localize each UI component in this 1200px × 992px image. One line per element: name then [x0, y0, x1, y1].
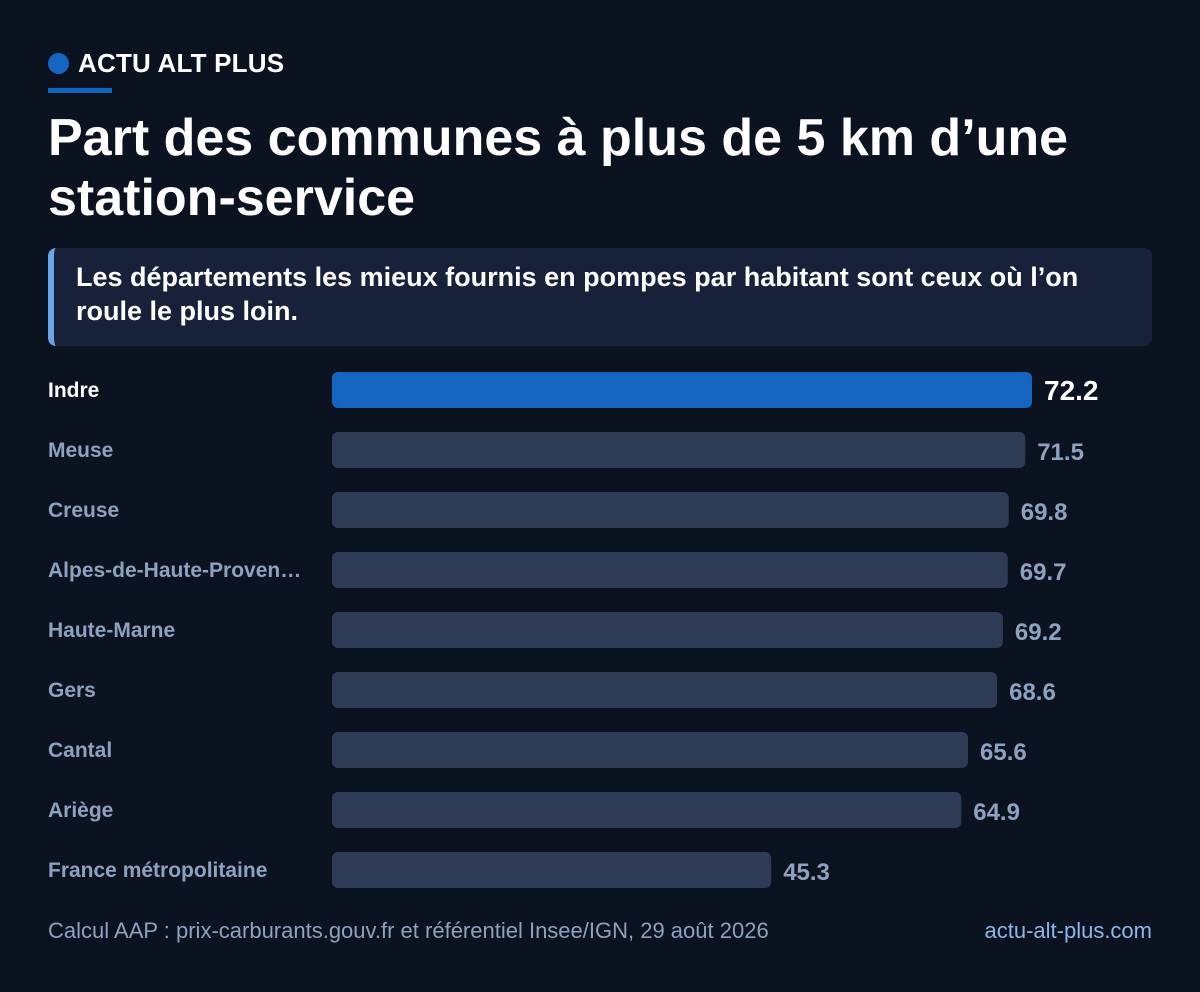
category-label: Alpes-de-Haute-Proven… [48, 559, 301, 582]
category-label: Haute-Marne [48, 619, 175, 642]
value-label: 65.6 [980, 739, 1027, 766]
value-label: 69.8 [1021, 499, 1068, 526]
category-label: Indre [48, 379, 99, 402]
value-label: 72.2 [1044, 375, 1099, 406]
subtitle-box: Les départements les mieux fournis en po… [48, 248, 1152, 346]
bar [332, 672, 998, 708]
bar [332, 852, 772, 888]
category-label: Gers [48, 679, 96, 702]
category-label: Creuse [48, 499, 119, 522]
footer-site-link[interactable]: actu-alt-plus.com [984, 918, 1152, 943]
footer-source: Calcul AAP : prix-carburants.gouv.fr et … [48, 918, 769, 943]
category-label: France métropolitaine [48, 859, 267, 882]
bar [332, 612, 1003, 648]
brand-name: ACTU ALT PLUS [78, 48, 285, 78]
brand-underline [48, 88, 112, 93]
subtitle: Les départements les mieux fournis en po… [76, 262, 1079, 326]
value-label: 64.9 [973, 799, 1020, 826]
category-label: Cantal [48, 739, 112, 762]
bar [332, 792, 962, 828]
value-label: 69.2 [1015, 619, 1062, 646]
brand-dot-icon [48, 53, 69, 74]
bar [332, 552, 1008, 588]
page-title: Part des communes à plus de 5 km d’une s… [48, 109, 1069, 227]
value-label: 45.3 [783, 859, 830, 886]
value-label: 69.7 [1020, 559, 1067, 586]
bar-chart: Indre 72.2 Meuse 71.5 Creuse 69.8 Alpes-de-Hau… [48, 372, 1099, 888]
bar [332, 732, 969, 768]
category-label: Meuse [48, 439, 113, 462]
bar [332, 492, 1009, 528]
brand: ACTU ALT PLUS [48, 48, 284, 79]
bar [332, 432, 1026, 468]
bar [332, 372, 1032, 408]
category-label: Ariège [48, 799, 113, 822]
value-label: 68.6 [1009, 679, 1056, 706]
value-label: 71.5 [1037, 439, 1084, 466]
